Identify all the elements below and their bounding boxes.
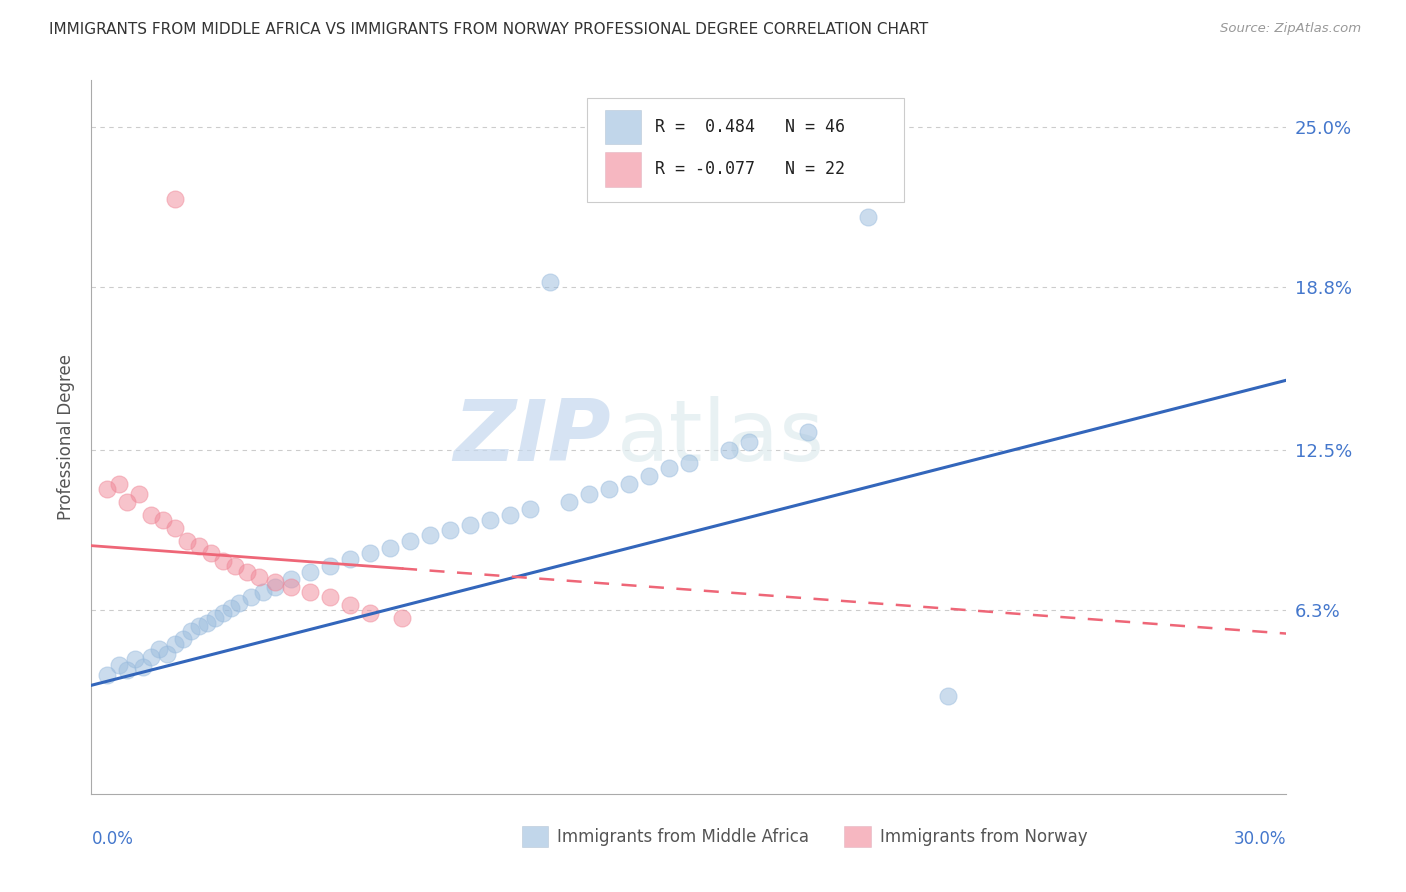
Point <box>458 518 481 533</box>
Point <box>638 468 661 483</box>
Point <box>538 275 561 289</box>
Point <box>319 591 342 605</box>
Point <box>359 606 381 620</box>
Point <box>141 508 162 522</box>
Point <box>152 513 174 527</box>
Point <box>96 668 118 682</box>
Point <box>156 647 179 661</box>
Point <box>498 508 520 522</box>
Point <box>717 442 740 457</box>
Point <box>252 585 274 599</box>
Point <box>439 523 461 537</box>
Point <box>578 487 600 501</box>
Point <box>235 565 259 579</box>
Point <box>176 533 198 548</box>
Point <box>478 513 501 527</box>
Text: R = -0.077   N = 22: R = -0.077 N = 22 <box>655 161 845 178</box>
Text: Immigrants from Middle Africa: Immigrants from Middle Africa <box>558 828 810 846</box>
Point <box>519 502 541 516</box>
Point <box>163 637 186 651</box>
Point <box>115 663 138 677</box>
Text: atlas: atlas <box>617 395 825 479</box>
Point <box>936 689 959 703</box>
Point <box>108 657 131 672</box>
Point <box>128 487 150 501</box>
Point <box>247 570 270 584</box>
Bar <box>522 826 548 847</box>
Text: ZIP: ZIP <box>454 395 612 479</box>
Point <box>319 559 342 574</box>
Point <box>163 192 186 206</box>
Text: Immigrants from Norway: Immigrants from Norway <box>880 828 1088 846</box>
Point <box>148 642 170 657</box>
Point <box>211 606 233 620</box>
Text: R =  0.484   N = 46: R = 0.484 N = 46 <box>655 118 845 136</box>
Point <box>299 585 322 599</box>
Point <box>200 546 222 560</box>
Point <box>180 624 202 638</box>
Point <box>359 546 381 560</box>
Point <box>195 616 218 631</box>
Point <box>339 551 361 566</box>
Point <box>263 574 285 589</box>
Point <box>108 476 131 491</box>
Point <box>797 425 820 439</box>
Point <box>188 539 211 553</box>
Y-axis label: Professional Degree: Professional Degree <box>58 354 76 520</box>
Point <box>263 580 285 594</box>
Point <box>299 565 322 579</box>
Point <box>339 598 361 612</box>
Point <box>224 559 246 574</box>
Point <box>132 660 155 674</box>
Point <box>737 435 759 450</box>
Bar <box>844 826 870 847</box>
Text: Source: ZipAtlas.com: Source: ZipAtlas.com <box>1220 22 1361 36</box>
Point <box>619 476 641 491</box>
FancyBboxPatch shape <box>588 98 904 202</box>
Point <box>115 494 138 508</box>
Point <box>172 632 194 646</box>
Point <box>558 494 581 508</box>
Point <box>280 580 302 594</box>
Point <box>124 652 146 666</box>
Point <box>399 533 422 548</box>
Bar <box>605 153 641 186</box>
Point <box>211 554 233 568</box>
Point <box>598 482 620 496</box>
Point <box>219 600 242 615</box>
Point <box>163 520 186 534</box>
Point <box>96 482 118 496</box>
Point <box>678 456 700 470</box>
Text: 0.0%: 0.0% <box>91 830 134 847</box>
Point <box>419 528 441 542</box>
Point <box>391 611 413 625</box>
Point <box>239 591 262 605</box>
Point <box>658 461 681 475</box>
Text: 30.0%: 30.0% <box>1234 830 1286 847</box>
Bar <box>605 110 641 144</box>
Point <box>378 541 402 556</box>
Point <box>204 611 226 625</box>
Point <box>856 211 880 225</box>
Point <box>228 596 250 610</box>
Point <box>188 619 211 633</box>
Text: IMMIGRANTS FROM MIDDLE AFRICA VS IMMIGRANTS FROM NORWAY PROFESSIONAL DEGREE CORR: IMMIGRANTS FROM MIDDLE AFRICA VS IMMIGRA… <box>49 22 928 37</box>
Point <box>141 649 162 664</box>
Point <box>280 572 302 586</box>
